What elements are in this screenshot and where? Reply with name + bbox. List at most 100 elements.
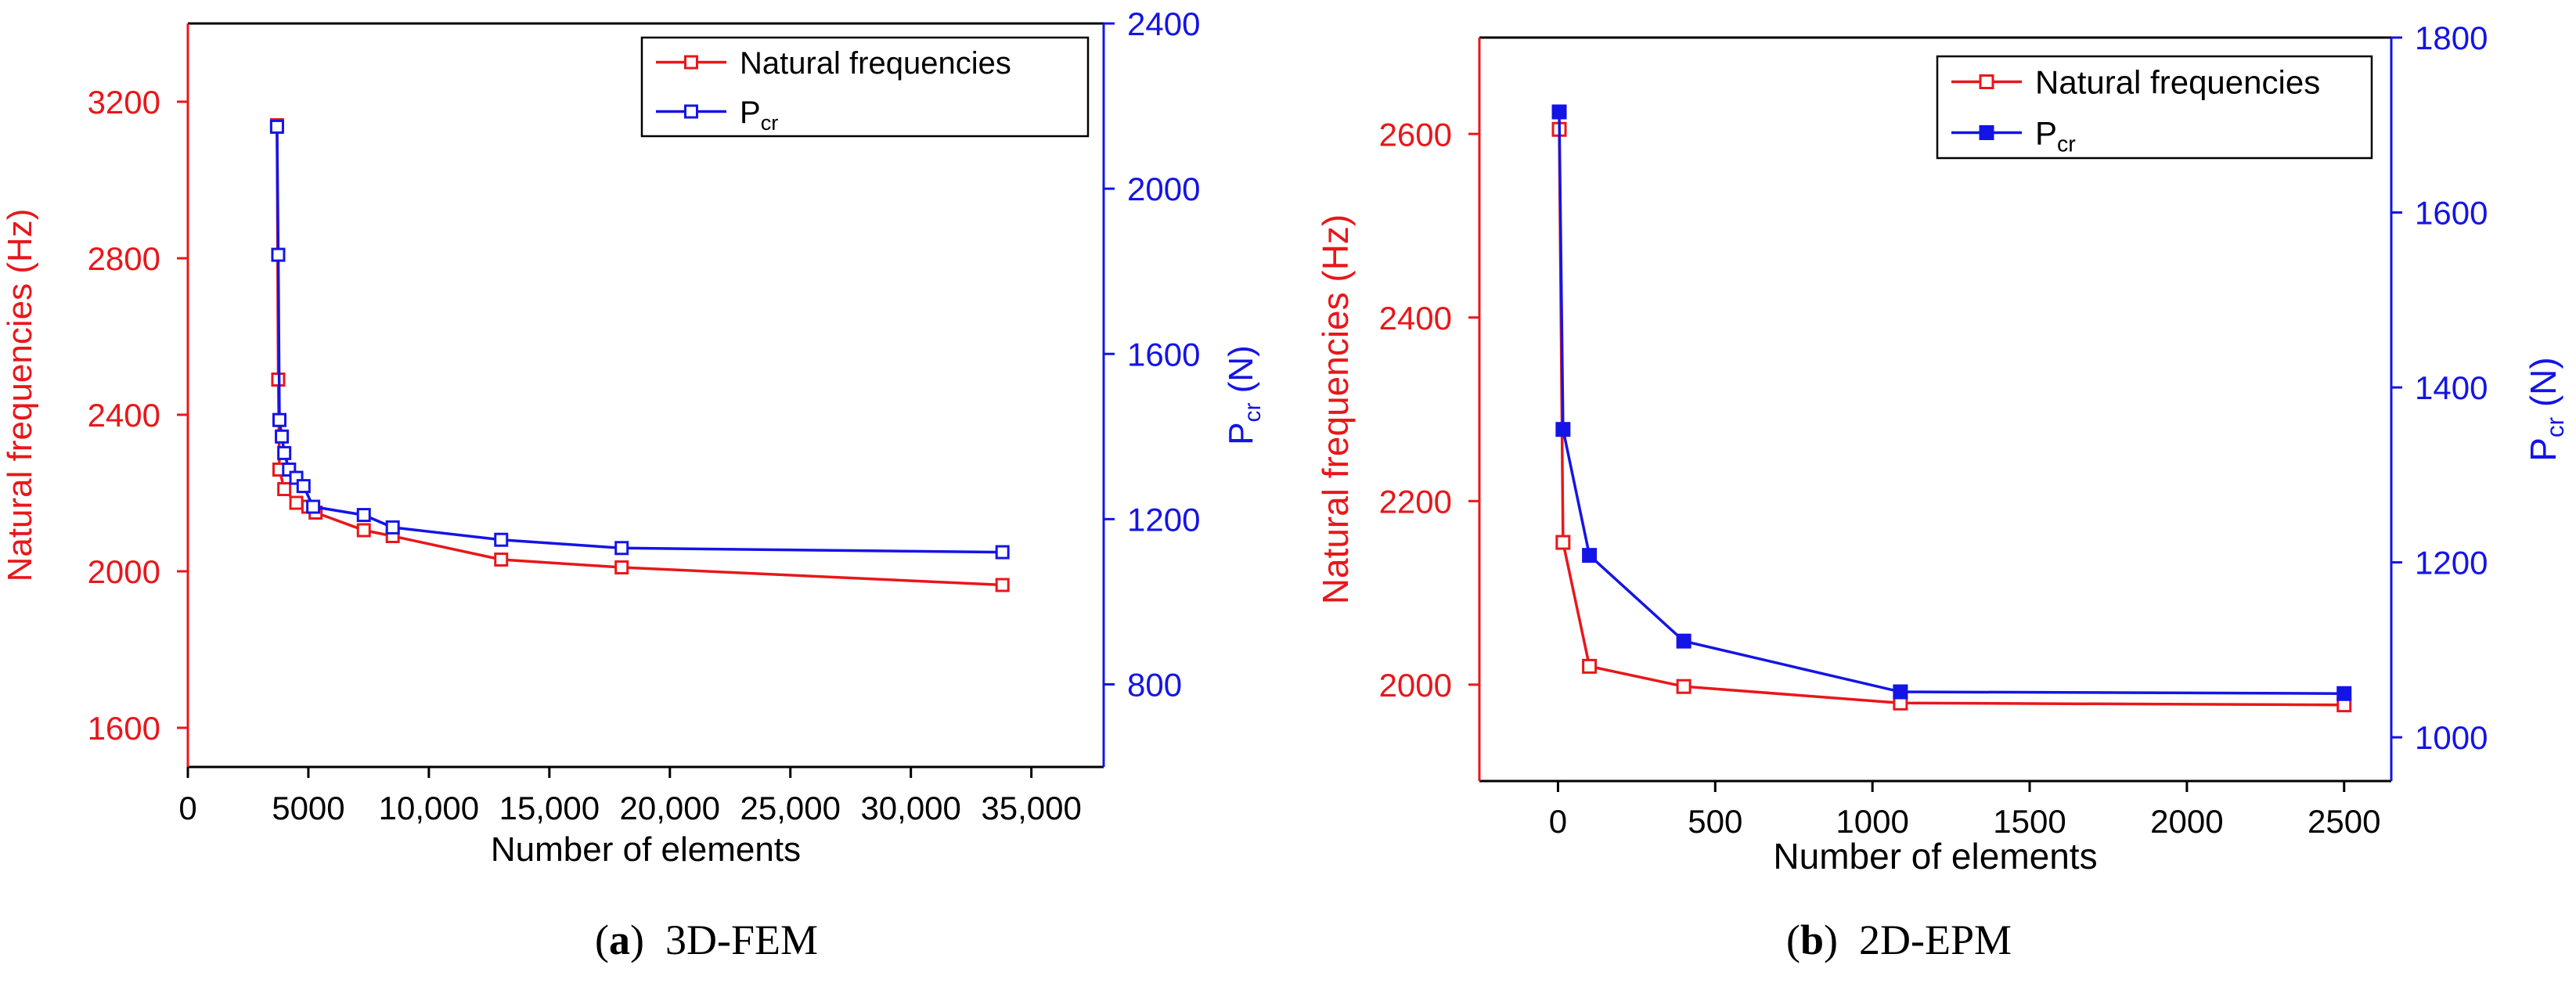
chart-panel-a: 0 5000 10,000 15,000 20,000 25,000 30,000 35,00… <box>1 5 1266 869</box>
data-point <box>385 520 400 535</box>
series-line <box>276 126 1003 554</box>
right-y-tick-label: 1200 <box>1127 501 1200 538</box>
right-y-tick-label: 1600 <box>1127 336 1200 373</box>
data-point <box>614 560 629 574</box>
caption-a-label: a <box>608 916 630 963</box>
left-y-tick-label: 2600 <box>1379 116 1452 153</box>
legend-marker <box>1979 125 1994 140</box>
legend-label: Natural frequencies <box>2035 64 2320 101</box>
legend-box <box>640 36 1090 138</box>
series-line <box>276 124 1003 587</box>
x-tick-label: 0 <box>178 790 196 826</box>
data-point <box>356 508 371 523</box>
chart-panel-b: 0 500 1000 1500 2000 2500 2000 2200 2400 2600 1000… <box>1315 20 2569 877</box>
data-point <box>995 578 1010 592</box>
legend-label-sub: cr <box>761 110 779 135</box>
data-point <box>1893 684 1908 700</box>
legend-label-main: P <box>740 95 761 130</box>
right-y-tick-label: 1200 <box>2415 545 2488 581</box>
right-y-label-sub: cr <box>1240 402 1266 422</box>
data-point <box>272 412 286 427</box>
data-point <box>271 247 286 262</box>
legend-label: Natural frequencies <box>740 46 1011 81</box>
right-y-tick-label: 2000 <box>1127 171 1200 207</box>
caption-b-text: 2D-EPM <box>1859 916 2012 963</box>
data-point <box>1551 104 1567 120</box>
right-y-tick-label: 2400 <box>1127 5 1200 42</box>
right-y-tick-label: 1400 <box>2415 369 2488 406</box>
data-point <box>995 545 1010 560</box>
legend-label-main: Natural frequencies <box>2035 64 2320 101</box>
caption-b: (b) 2D-EPM <box>1786 916 2012 963</box>
caption-b-label: b <box>1800 916 1825 963</box>
right-y-axis-label: Pcr (N) <box>1222 345 1266 445</box>
x-tick-label: 5000 <box>272 790 344 826</box>
x-tick-label: 2500 <box>2308 803 2380 840</box>
right-y-tick-label: 800 <box>1127 667 1182 704</box>
data-point <box>494 553 509 567</box>
data-point <box>1555 422 1571 437</box>
series-line <box>1558 111 2344 695</box>
data-point <box>306 499 321 514</box>
x-tick-label: 25,000 <box>740 790 841 826</box>
legend-marker <box>1979 74 1994 89</box>
data-point <box>289 495 304 510</box>
x-axis-label: Number of elements <box>491 830 801 869</box>
data-point <box>494 532 509 547</box>
data-point <box>1582 548 1598 563</box>
data-point <box>269 119 284 134</box>
right-y-tick-label: 1800 <box>2415 20 2488 56</box>
x-tick-label: 20,000 <box>620 790 720 826</box>
data-point <box>1676 679 1692 694</box>
series-pcr <box>269 119 1010 560</box>
left-y-tick-label: 2400 <box>88 397 160 434</box>
left-y-tick-label: 2200 <box>1379 483 1452 520</box>
right-y-tick-label: 1000 <box>2415 719 2488 756</box>
right-y-axis-label: Pcr (N) <box>2523 357 2569 461</box>
legend-label: Pcr <box>2035 115 2076 157</box>
series-pcr <box>1551 104 2352 701</box>
left-y-tick-label: 2400 <box>1379 300 1452 337</box>
series-line <box>1558 129 2344 707</box>
right-y-label-main: P <box>1222 422 1260 445</box>
data-point <box>1555 535 1571 550</box>
x-tick-label: 1000 <box>1836 803 1908 840</box>
legend-label: Pcr <box>740 95 778 135</box>
series-natural-frequencies <box>269 118 1010 592</box>
left-y-tick-label: 2000 <box>1379 667 1452 704</box>
data-point <box>277 482 292 496</box>
left-y-axis-label: Natural frequencies (Hz) <box>1315 214 1356 605</box>
data-point <box>275 429 290 444</box>
data-point <box>277 445 292 460</box>
x-tick-label: 500 <box>1688 803 1742 840</box>
right-y-tick-label: 1600 <box>2415 195 2488 232</box>
caption-a-text: 3D-FEM <box>665 916 818 963</box>
x-axis-label: Number of elements <box>1773 836 2097 877</box>
x-tick-label: 35,000 <box>981 790 1081 826</box>
right-y-label-unit: (N) <box>2523 357 2563 417</box>
legend: Natural frequencies Pcr <box>640 36 1090 138</box>
left-y-tick-label: 2800 <box>88 240 160 277</box>
x-tick-label: 1500 <box>1993 803 2066 840</box>
x-tick-label: 10,000 <box>379 790 479 826</box>
data-point <box>2336 686 2352 701</box>
legend-marker <box>684 104 698 119</box>
legend-marker <box>684 55 698 70</box>
x-tick-label: 30,000 <box>860 790 960 826</box>
left-y-axis-label: Natural frequencies (Hz) <box>1 209 39 582</box>
caption-a: (a) 3D-FEM <box>595 916 818 963</box>
legend: Natural frequencies Pcr <box>1936 55 2373 160</box>
x-tick-label: 15,000 <box>499 790 600 826</box>
data-point <box>296 479 311 494</box>
legend-label-main: P <box>2035 115 2057 152</box>
legend-label-main: Natural frequencies <box>740 46 1011 81</box>
right-y-label-sub: cr <box>2542 417 2569 437</box>
x-tick-label: 2000 <box>2150 803 2223 840</box>
data-point <box>1676 633 1692 649</box>
series-natural-frequencies <box>1551 121 2352 713</box>
data-point <box>1582 658 1598 674</box>
left-y-tick-label: 1600 <box>88 710 160 747</box>
x-tick-label: 0 <box>1549 803 1567 840</box>
left-y-tick-label: 3200 <box>88 84 160 121</box>
